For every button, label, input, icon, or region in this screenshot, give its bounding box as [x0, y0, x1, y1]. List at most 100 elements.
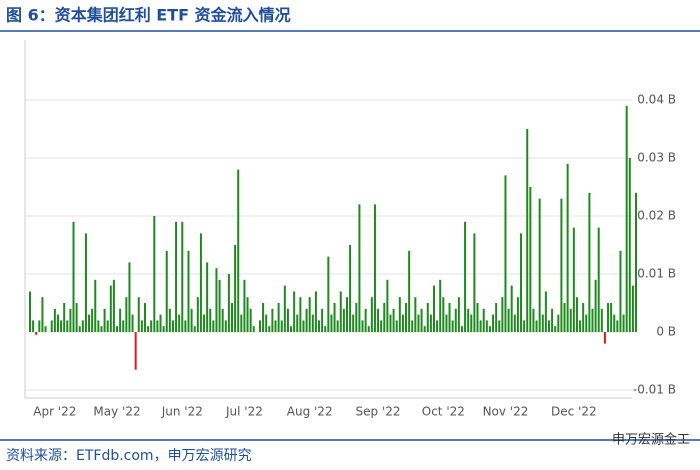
bar — [249, 308, 252, 332]
bar — [622, 314, 625, 332]
bar — [165, 250, 168, 332]
bar — [516, 297, 519, 332]
bar — [78, 326, 81, 332]
bar — [286, 308, 289, 332]
bar — [355, 303, 358, 332]
chart-title: 图 6：资本集团红利 ETF 资金流入情况 — [6, 6, 291, 25]
bar — [190, 308, 193, 332]
bar — [29, 291, 31, 332]
bar — [321, 308, 324, 332]
bar — [454, 308, 457, 332]
bar — [175, 221, 178, 332]
bar — [296, 314, 299, 332]
bar — [274, 320, 277, 332]
bar — [569, 308, 572, 332]
bar — [81, 320, 84, 332]
bar — [206, 262, 209, 332]
bar — [69, 308, 72, 332]
bar — [383, 303, 386, 332]
bar — [417, 314, 420, 332]
y-tick-label: 0.04 B — [637, 93, 676, 107]
bar — [414, 297, 417, 332]
bar — [442, 297, 445, 332]
bar — [50, 320, 53, 332]
bar — [439, 279, 442, 332]
x-tick-label: Jul '22 — [225, 405, 263, 419]
bar — [187, 250, 190, 332]
bar — [116, 326, 119, 332]
bar — [541, 314, 544, 332]
bar — [498, 320, 501, 332]
bar — [579, 320, 582, 332]
x-tick-label: Oct '22 — [422, 405, 465, 419]
bar — [426, 303, 429, 332]
bar — [131, 314, 134, 332]
bar — [582, 303, 585, 332]
bar — [610, 303, 613, 332]
bar — [554, 326, 557, 332]
bar — [495, 303, 498, 332]
bar — [401, 314, 404, 332]
bar — [72, 221, 75, 332]
bar — [510, 285, 513, 332]
bar — [423, 326, 426, 332]
bar — [339, 291, 342, 332]
bar — [504, 175, 507, 332]
bar — [156, 320, 159, 332]
y-tick-label: -0.01 B — [633, 383, 676, 397]
bar — [265, 314, 268, 332]
bar — [103, 308, 106, 332]
bar — [125, 297, 128, 332]
bar — [147, 326, 150, 332]
bar — [538, 198, 541, 332]
bar — [112, 279, 115, 332]
x-tick-label: May '22 — [93, 405, 140, 419]
bar — [488, 326, 491, 332]
bar — [420, 308, 423, 332]
bar — [246, 297, 249, 332]
bar — [625, 105, 628, 332]
bar — [171, 320, 174, 332]
bar — [395, 320, 398, 332]
bar — [492, 314, 495, 332]
bar — [607, 303, 610, 332]
bar — [88, 314, 91, 332]
bar — [227, 274, 230, 332]
bar — [318, 320, 321, 332]
bar — [252, 326, 255, 332]
bar — [535, 320, 538, 332]
bar — [411, 320, 414, 332]
bar — [134, 332, 137, 370]
watermark: 申万宏源金工 — [612, 432, 690, 448]
bar — [551, 308, 554, 332]
bar — [314, 291, 317, 332]
bar — [94, 279, 97, 332]
bar — [597, 227, 600, 332]
bar — [635, 192, 637, 332]
bar — [358, 204, 361, 332]
bar — [433, 285, 435, 332]
bar — [137, 297, 140, 332]
x-tick-label: Aug '22 — [287, 405, 333, 419]
bar — [526, 129, 529, 332]
x-tick-label: Nov '22 — [483, 405, 529, 419]
bar — [97, 320, 100, 332]
bar — [231, 303, 233, 332]
bar — [203, 314, 206, 332]
bar — [501, 297, 504, 332]
bar — [143, 303, 146, 332]
bar — [178, 314, 181, 332]
bar — [575, 297, 578, 332]
bar — [588, 192, 591, 332]
bar — [460, 326, 463, 332]
bar — [364, 308, 367, 332]
bar — [215, 268, 218, 332]
bar — [119, 308, 122, 332]
bar — [513, 314, 516, 332]
bar — [370, 297, 373, 332]
bar — [386, 279, 389, 332]
bar — [352, 314, 355, 332]
bar — [560, 198, 563, 332]
bar — [38, 320, 41, 332]
